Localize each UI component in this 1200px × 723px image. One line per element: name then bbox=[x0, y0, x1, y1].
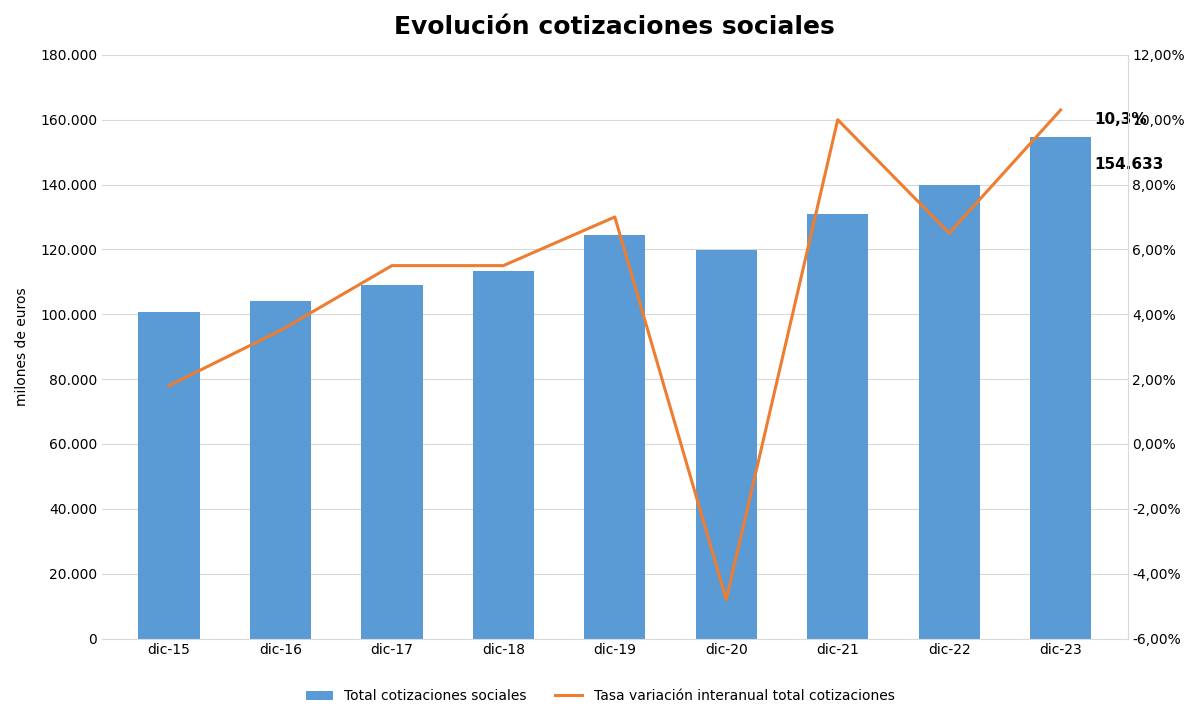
Bar bbox=[1030, 137, 1091, 638]
Bar bbox=[361, 285, 422, 638]
Title: Evolución cotizaciones sociales: Evolución cotizaciones sociales bbox=[395, 15, 835, 39]
Text: 10,3%: 10,3% bbox=[1094, 112, 1147, 127]
Y-axis label: milones de euros: milones de euros bbox=[14, 287, 29, 406]
Bar bbox=[584, 235, 646, 638]
Bar bbox=[138, 312, 199, 638]
Bar bbox=[918, 184, 980, 638]
Bar bbox=[696, 250, 757, 638]
Bar bbox=[808, 214, 869, 638]
Legend: Total cotizaciones sociales, Tasa variación interanual total cotizaciones: Total cotizaciones sociales, Tasa variac… bbox=[300, 684, 900, 709]
Bar bbox=[250, 301, 311, 638]
Bar bbox=[473, 271, 534, 638]
Text: 154.633: 154.633 bbox=[1094, 157, 1164, 171]
